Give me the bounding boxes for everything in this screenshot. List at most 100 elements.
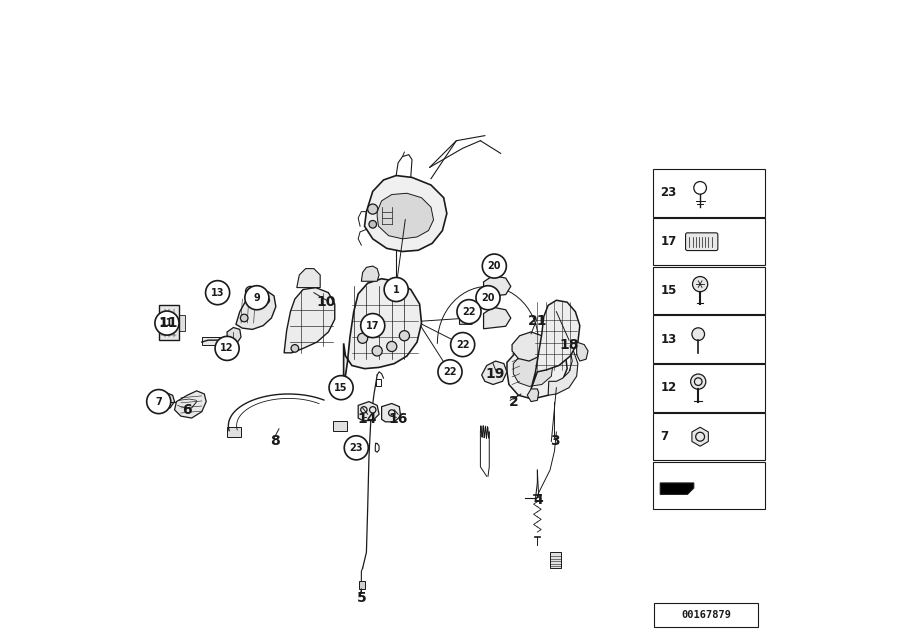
Text: 5: 5 (356, 591, 366, 605)
Text: 8: 8 (270, 434, 280, 448)
Polygon shape (227, 328, 241, 348)
Polygon shape (358, 401, 379, 420)
Circle shape (451, 333, 474, 357)
Polygon shape (483, 275, 511, 297)
Bar (652, 315, 765, 363)
Polygon shape (661, 483, 694, 494)
Circle shape (476, 286, 500, 310)
FancyBboxPatch shape (686, 233, 718, 251)
Circle shape (457, 300, 481, 324)
Bar (654, 603, 759, 627)
Polygon shape (548, 342, 578, 395)
Circle shape (291, 345, 299, 352)
Polygon shape (361, 266, 379, 281)
Polygon shape (297, 268, 320, 287)
Circle shape (240, 314, 248, 322)
Text: 10: 10 (317, 295, 337, 309)
Text: 17: 17 (366, 321, 380, 331)
Text: 00167879: 00167879 (681, 610, 731, 620)
Bar (652, 218, 765, 265)
Circle shape (205, 280, 230, 305)
Circle shape (369, 221, 376, 228)
Circle shape (400, 331, 410, 341)
Polygon shape (527, 389, 539, 401)
Text: 15: 15 (661, 284, 677, 297)
Circle shape (361, 314, 385, 338)
Polygon shape (382, 403, 400, 422)
Polygon shape (157, 392, 175, 410)
Polygon shape (692, 427, 708, 446)
Polygon shape (455, 335, 469, 353)
Text: 13: 13 (661, 333, 677, 346)
Circle shape (147, 390, 171, 413)
Text: 16: 16 (389, 412, 408, 426)
Polygon shape (175, 391, 206, 418)
Circle shape (246, 286, 256, 296)
Polygon shape (236, 291, 276, 329)
Text: 13: 13 (211, 287, 224, 298)
Polygon shape (507, 338, 567, 399)
Text: 17: 17 (661, 235, 677, 248)
Circle shape (245, 286, 269, 310)
Text: 7: 7 (661, 430, 669, 443)
Circle shape (368, 204, 378, 214)
Circle shape (690, 374, 706, 389)
Bar (359, 581, 364, 589)
Circle shape (372, 346, 382, 356)
Text: 23: 23 (661, 186, 677, 200)
Text: 23: 23 (349, 443, 363, 453)
Text: 20: 20 (488, 261, 501, 271)
Text: 11: 11 (158, 316, 178, 330)
Circle shape (384, 277, 409, 301)
Text: 15: 15 (334, 383, 347, 392)
Text: 22: 22 (463, 307, 476, 317)
Polygon shape (460, 307, 473, 324)
Circle shape (357, 333, 368, 343)
Text: 12: 12 (220, 343, 234, 354)
Text: 7: 7 (156, 397, 162, 406)
Circle shape (155, 311, 179, 335)
Circle shape (263, 297, 269, 303)
Polygon shape (483, 307, 511, 329)
Polygon shape (482, 361, 507, 385)
Bar (550, 552, 562, 568)
Polygon shape (377, 193, 434, 239)
Polygon shape (513, 350, 554, 387)
Polygon shape (158, 305, 179, 340)
Polygon shape (284, 287, 335, 353)
Text: 1: 1 (392, 284, 400, 294)
Bar (652, 266, 765, 314)
Bar (227, 427, 241, 437)
Text: 11: 11 (160, 318, 174, 328)
Polygon shape (531, 300, 580, 389)
Polygon shape (443, 361, 456, 378)
Bar (202, 337, 227, 345)
Bar (652, 413, 765, 460)
Text: 14: 14 (358, 412, 377, 426)
Circle shape (482, 254, 507, 278)
Polygon shape (344, 279, 421, 388)
Bar (179, 315, 185, 331)
Text: 22: 22 (444, 367, 457, 377)
Text: 22: 22 (456, 340, 470, 350)
Circle shape (438, 360, 462, 384)
Circle shape (329, 376, 353, 399)
Bar (161, 308, 176, 337)
Circle shape (387, 342, 397, 352)
Bar (652, 364, 765, 411)
Bar (333, 420, 346, 431)
Circle shape (692, 328, 705, 340)
Text: 18: 18 (559, 338, 579, 352)
Text: 9: 9 (254, 293, 260, 303)
Text: 12: 12 (661, 382, 677, 394)
Polygon shape (512, 332, 545, 361)
Bar (652, 462, 765, 509)
Text: 4: 4 (534, 494, 544, 508)
Bar (376, 379, 381, 387)
Circle shape (345, 436, 368, 460)
Text: 6: 6 (183, 403, 192, 417)
Text: 3: 3 (550, 434, 559, 448)
Text: 20: 20 (482, 293, 495, 303)
Text: 19: 19 (486, 367, 505, 381)
Bar (652, 169, 765, 217)
